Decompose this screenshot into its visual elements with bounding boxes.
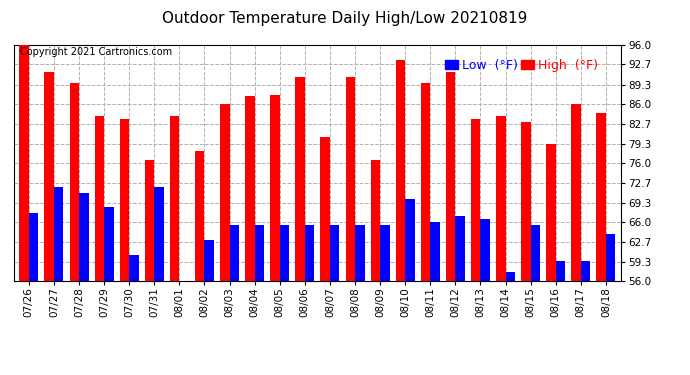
Bar [220,104,230,375]
Bar [255,225,264,375]
Bar [330,225,339,375]
Bar [270,95,279,375]
Bar [571,104,581,375]
Bar [371,160,380,375]
Bar [531,225,540,375]
Bar [19,45,29,375]
Bar [596,113,606,375]
Bar [129,255,139,375]
Bar [395,60,405,375]
Bar [79,193,88,375]
Bar [446,72,455,375]
Bar [555,261,565,375]
Bar [480,219,490,375]
Bar [521,122,531,375]
Bar [245,96,255,375]
Bar [320,136,330,375]
Text: Copyright 2021 Cartronics.com: Copyright 2021 Cartronics.com [20,47,172,57]
Bar [581,261,591,375]
Bar [54,187,63,375]
Bar [104,207,114,375]
Bar [380,225,390,375]
Bar [355,225,364,375]
Bar [279,225,289,375]
Bar [170,116,179,375]
Bar [305,225,315,375]
Bar [230,225,239,375]
Bar [95,116,104,375]
Legend: Low  (°F), High  (°F): Low (°F), High (°F) [440,54,602,76]
Bar [44,72,54,375]
Bar [179,281,189,375]
Bar [295,78,305,375]
Bar [29,213,39,375]
Bar [70,83,79,375]
Bar [421,83,431,375]
Bar [506,272,515,375]
Bar [145,160,155,375]
Text: Outdoor Temperature Daily High/Low 20210819: Outdoor Temperature Daily High/Low 20210… [162,11,528,26]
Bar [606,234,615,375]
Bar [346,78,355,375]
Bar [455,216,465,375]
Bar [405,199,415,375]
Bar [471,119,480,375]
Bar [155,187,164,375]
Bar [195,152,204,375]
Bar [546,144,555,375]
Bar [431,222,440,375]
Bar [204,240,214,375]
Bar [119,119,129,375]
Bar [496,116,506,375]
